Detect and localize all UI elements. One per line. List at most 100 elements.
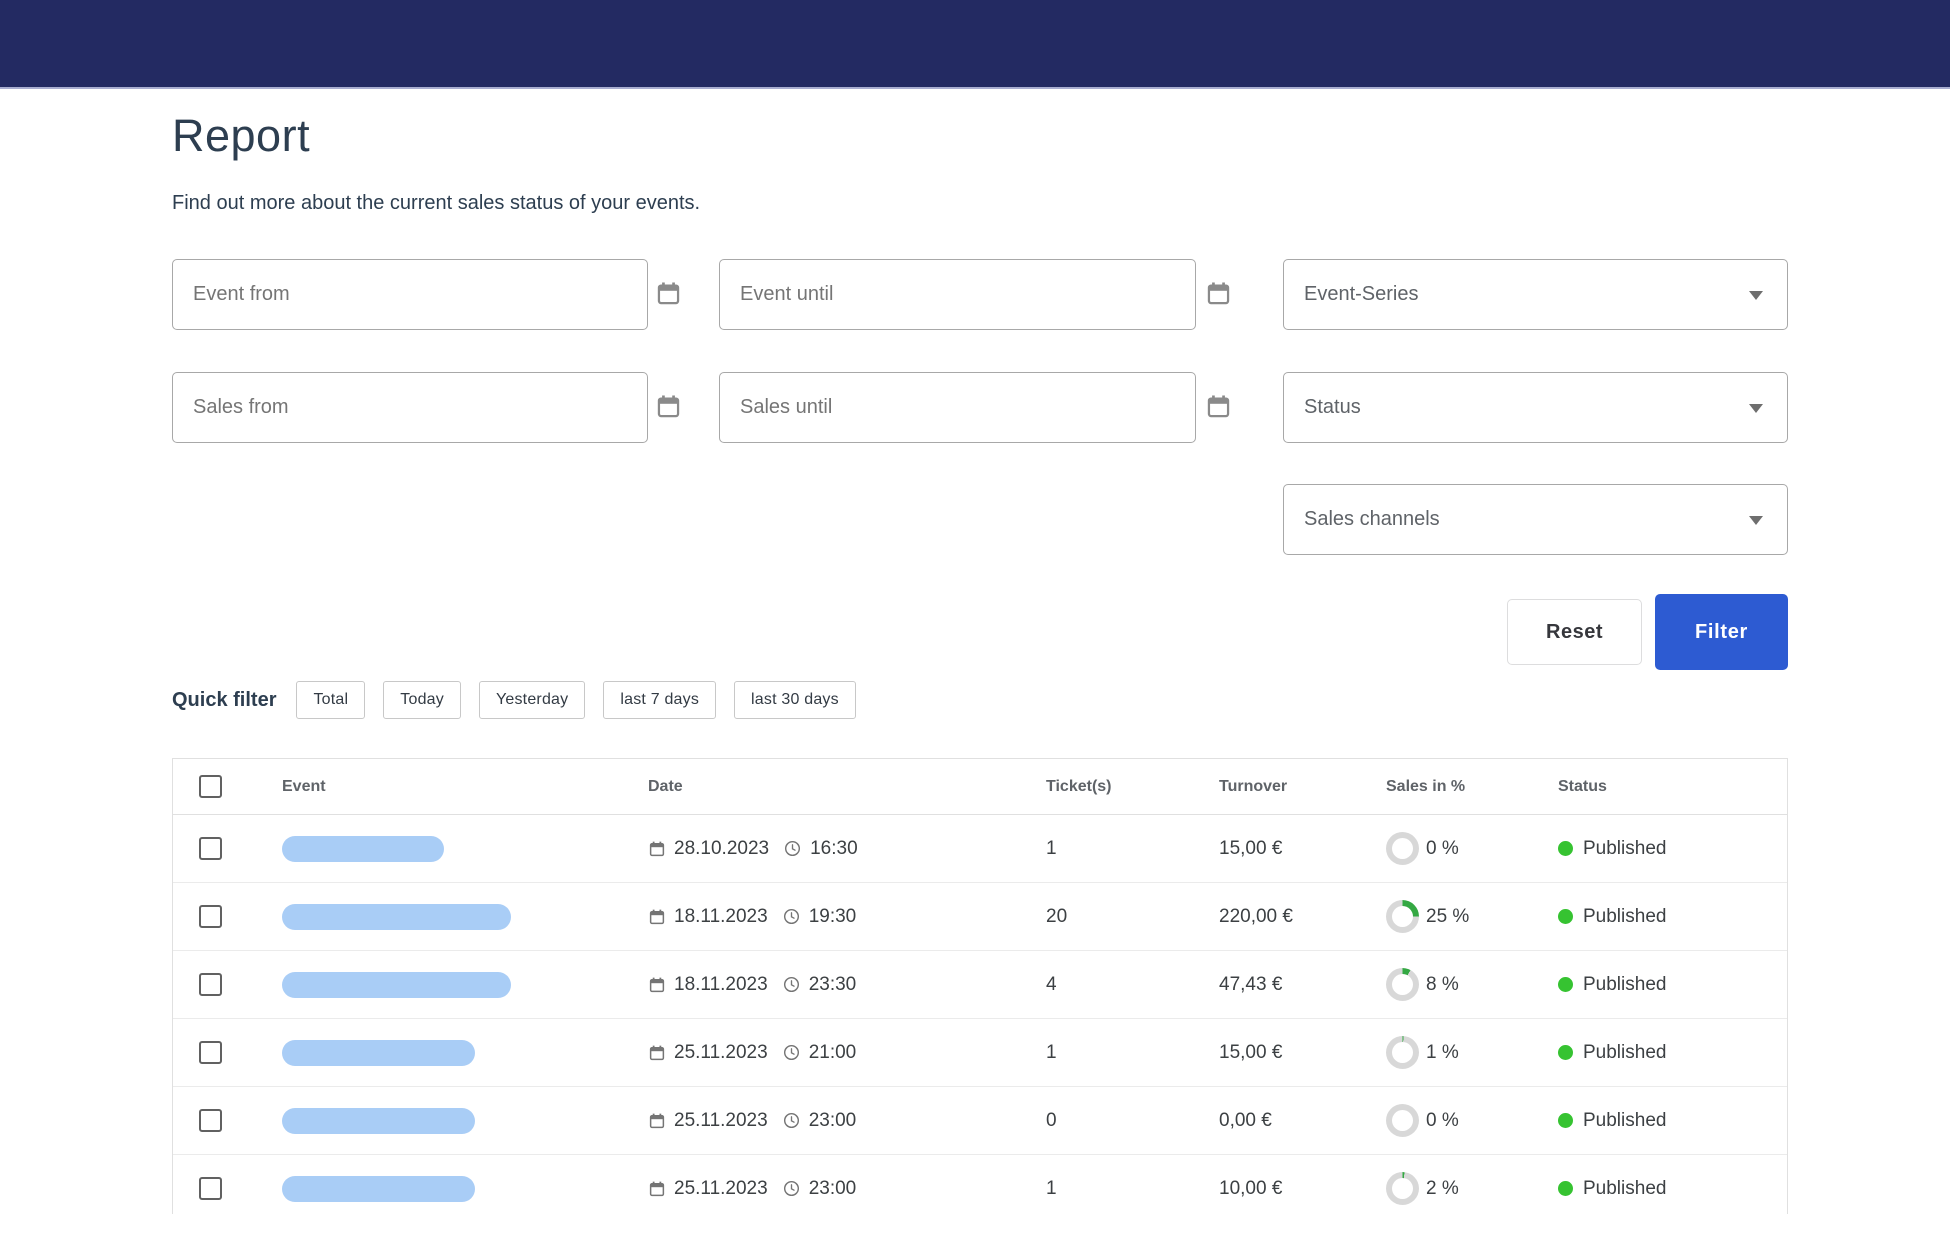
status-label: Published (1583, 974, 1666, 996)
column-header-turnover: Turnover (1219, 778, 1386, 796)
event-until-input[interactable] (719, 259, 1196, 330)
published-status-dot (1558, 909, 1573, 924)
donut-hole (1392, 1110, 1413, 1131)
sales-percentage: 2 % (1426, 1178, 1459, 1200)
published-status-dot (1558, 1181, 1573, 1196)
row-checkbox[interactable] (199, 905, 222, 928)
event-time: 16:30 (810, 838, 858, 860)
tickets-count: 1 (1046, 1042, 1219, 1064)
tickets-count: 1 (1046, 838, 1219, 860)
calendar-icon (648, 840, 666, 858)
calendar-icon (648, 1044, 666, 1062)
event-name-redacted[interactable] (282, 904, 511, 930)
sales-channels-select[interactable]: Sales channels (1283, 484, 1788, 555)
sales-until-input[interactable] (719, 372, 1196, 443)
event-date: 25.11.2023 (674, 1042, 768, 1064)
event-time: 23:00 (809, 1110, 857, 1132)
quick-filter-last-7-days[interactable]: last 7 days (603, 681, 716, 719)
column-header-sales-pct: Sales in % (1386, 778, 1558, 796)
clock-icon (782, 1179, 801, 1198)
status-select-label: Status (1304, 396, 1361, 419)
calendar-icon (648, 1180, 666, 1198)
sales-from-input[interactable] (172, 372, 648, 443)
quick-filter-today[interactable]: Today (383, 681, 461, 719)
sales-percentage: 25 % (1426, 906, 1469, 928)
quick-filter-yesterday[interactable]: Yesterday (479, 681, 585, 719)
event-name-redacted[interactable] (282, 1108, 475, 1134)
tickets-count: 0 (1046, 1110, 1219, 1132)
table-row: 25.11.2023 21:00 1 15,00 € 1 % Published (173, 1019, 1787, 1087)
event-from-calendar-button[interactable] (654, 280, 682, 308)
event-time: 21:00 (809, 1042, 857, 1064)
sales-from-calendar-button[interactable] (654, 393, 682, 421)
events-table: Event Date Ticket(s) Turnover Sales in %… (172, 758, 1788, 1214)
event-series-select-label: Event-Series (1304, 283, 1419, 306)
chevron-down-icon (1749, 404, 1763, 413)
event-date: 18.11.2023 (674, 974, 768, 996)
turnover-amount: 10,00 € (1219, 1178, 1386, 1200)
filter-button[interactable]: Filter (1655, 594, 1788, 670)
event-name-redacted[interactable] (282, 1040, 475, 1066)
calendar-icon (648, 976, 666, 994)
event-until-calendar-button[interactable] (1204, 280, 1232, 308)
table-header-row: Event Date Ticket(s) Turnover Sales in %… (173, 759, 1787, 815)
table-row: 28.10.2023 16:30 1 15,00 € 0 % Published (173, 815, 1787, 883)
sales-percentage: 0 % (1426, 1110, 1459, 1132)
row-checkbox[interactable] (199, 837, 222, 860)
status-label: Published (1583, 1178, 1666, 1200)
sales-percentage: 1 % (1426, 1042, 1459, 1064)
calendar-icon (1205, 280, 1232, 307)
status-label: Published (1583, 838, 1666, 860)
event-name-redacted[interactable] (282, 836, 444, 862)
tickets-count: 4 (1046, 974, 1219, 996)
clock-icon (782, 1111, 801, 1130)
calendar-icon (655, 280, 682, 307)
event-date: 25.11.2023 (674, 1110, 768, 1132)
sales-progress-donut (1386, 900, 1419, 933)
tickets-count: 20 (1046, 906, 1219, 928)
row-checkbox[interactable] (199, 1177, 222, 1200)
select-all-checkbox[interactable] (199, 775, 222, 798)
event-date: 18.11.2023 (674, 906, 768, 928)
turnover-amount: 220,00 € (1219, 906, 1386, 928)
status-label: Published (1583, 1042, 1666, 1064)
table-row: 25.11.2023 23:00 1 10,00 € 2 % Published (173, 1155, 1787, 1214)
event-time: 19:30 (809, 906, 857, 928)
calendar-icon (648, 908, 666, 926)
reset-button[interactable]: Reset (1507, 599, 1642, 665)
event-date: 25.11.2023 (674, 1178, 768, 1200)
calendar-icon (1205, 393, 1232, 420)
column-header-status: Status (1558, 778, 1787, 796)
chevron-down-icon (1749, 291, 1763, 300)
sales-progress-donut (1386, 968, 1419, 1001)
sales-progress-donut (1386, 1036, 1419, 1069)
donut-hole (1392, 974, 1413, 995)
column-header-event: Event (282, 778, 648, 796)
quick-filter-total[interactable]: Total (296, 681, 365, 719)
top-navigation-bar (0, 0, 1950, 89)
sales-progress-donut (1386, 1172, 1419, 1205)
row-checkbox[interactable] (199, 1041, 222, 1064)
column-header-date: Date (648, 778, 1046, 796)
event-time: 23:00 (809, 1178, 857, 1200)
status-select[interactable]: Status (1283, 372, 1788, 443)
row-checkbox[interactable] (199, 973, 222, 996)
page-subtitle: Find out more about the current sales st… (172, 192, 700, 215)
row-checkbox[interactable] (199, 1109, 222, 1132)
donut-hole (1392, 1178, 1413, 1199)
event-name-redacted[interactable] (282, 1176, 475, 1202)
table-row: 25.11.2023 23:00 0 0,00 € 0 % Published (173, 1087, 1787, 1155)
clock-icon (782, 975, 801, 994)
quick-filter-label: Quick filter (172, 689, 276, 712)
sales-until-calendar-button[interactable] (1204, 393, 1232, 421)
event-name-redacted[interactable] (282, 972, 511, 998)
turnover-amount: 15,00 € (1219, 838, 1386, 860)
event-date: 28.10.2023 (674, 838, 769, 860)
sales-percentage: 0 % (1426, 838, 1459, 860)
published-status-dot (1558, 1113, 1573, 1128)
table-row: 18.11.2023 19:30 20 220,00 € 25 % Publis… (173, 883, 1787, 951)
quick-filter-last-30-days[interactable]: last 30 days (734, 681, 856, 719)
event-from-input[interactable] (172, 259, 648, 330)
event-series-select[interactable]: Event-Series (1283, 259, 1788, 330)
published-status-dot (1558, 1045, 1573, 1060)
